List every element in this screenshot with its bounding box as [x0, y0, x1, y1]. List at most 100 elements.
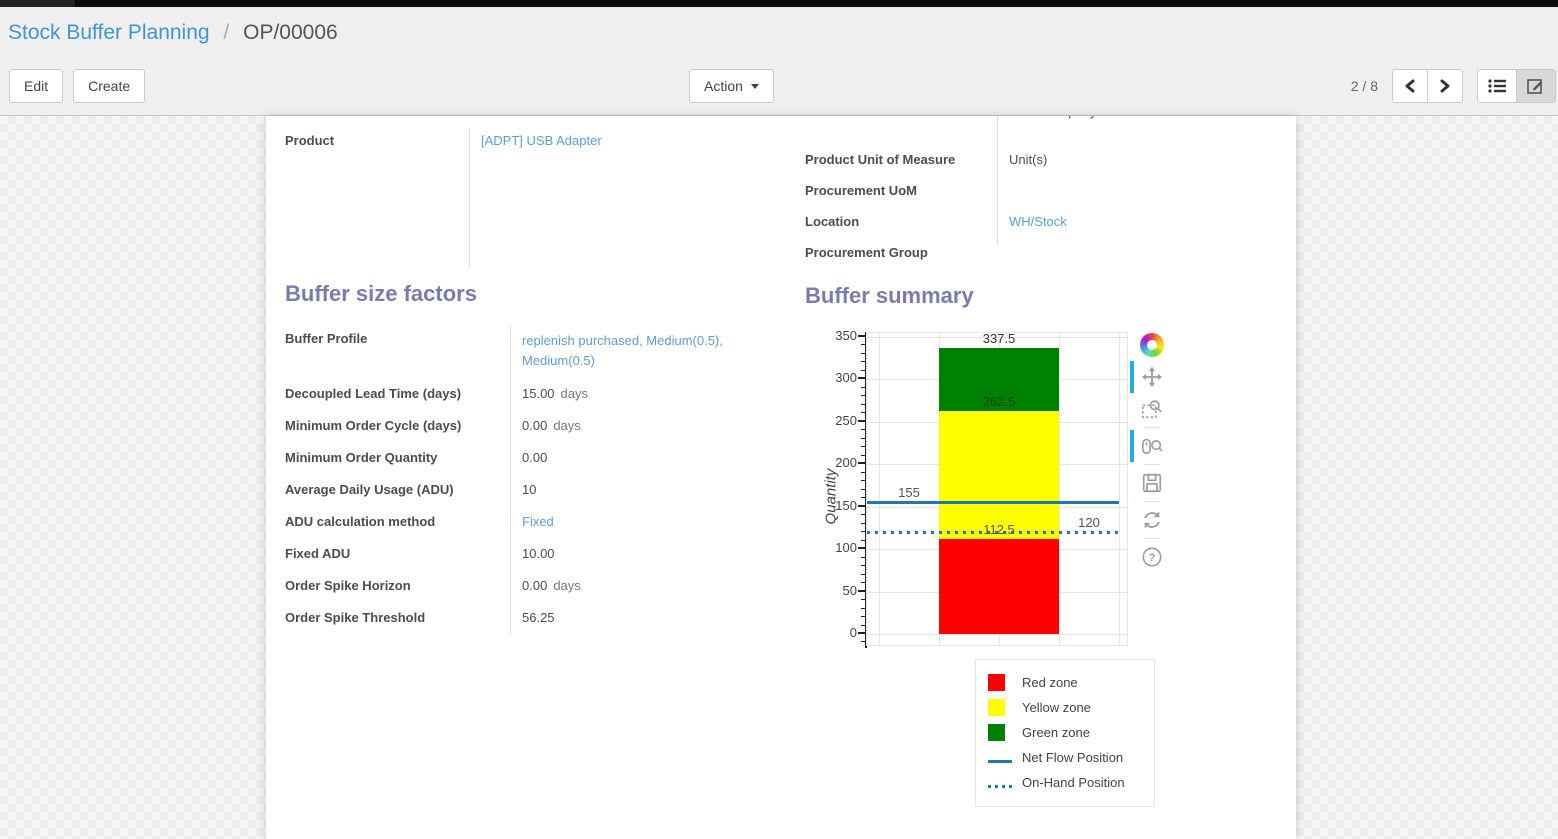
chart-plot-area: 337.5 262.5 155 112.5 120 — [866, 331, 1128, 646]
legend-label: On-Hand Position — [1022, 775, 1125, 790]
clipped-company-value: Main Company — [1009, 116, 1096, 119]
breadcrumb-separator: / — [223, 21, 230, 44]
buffer-profile-link[interactable]: replenish purchased, Medium(0.5), Medium… — [522, 333, 723, 369]
toolbar-separator — [1144, 538, 1160, 539]
pager-count: 2 / 8 — [1350, 78, 1378, 94]
toolbar-separator — [1144, 464, 1160, 465]
field-row-clipped: Main Company — [805, 116, 1285, 147]
field-group-left: Product [ADPT] USB Adapter — [285, 128, 775, 267]
field-label: Average Daily Usage (ADU) — [285, 482, 454, 497]
create-button[interactable]: Create — [73, 69, 146, 103]
field-value: 0.00 — [522, 418, 548, 433]
action-dropdown-button[interactable]: Action — [689, 69, 774, 103]
form-view-button[interactable] — [1517, 69, 1556, 103]
breadcrumb-parent-link[interactable]: Stock Buffer Planning — [8, 21, 210, 44]
field-row-spike-threshold: Order Spike Threshold 56.25 — [285, 605, 785, 637]
help-tool-icon[interactable]: ? — [1139, 544, 1165, 570]
pan-tool-icon[interactable] — [1130, 361, 1165, 393]
action-label: Action — [704, 78, 743, 94]
field-value: 10.00 — [522, 546, 555, 561]
product-link[interactable]: [ADPT] USB Adapter — [481, 133, 602, 148]
legend-label: Green zone — [1022, 725, 1090, 740]
field-row-procurement-uom: Procurement UoM — [805, 178, 1285, 209]
field-label: Order Spike Horizon — [285, 578, 411, 593]
field-value: 0.00 — [522, 578, 548, 593]
field-label: Fixed ADU — [285, 546, 351, 561]
field-value — [997, 240, 1009, 271]
edit-button[interactable]: Edit — [9, 69, 64, 103]
pager-next-button[interactable] — [1428, 69, 1463, 103]
field-label: ADU calculation method — [285, 514, 436, 529]
pager-previous-button[interactable] — [1392, 69, 1428, 103]
top-menu-stub — [0, 0, 76, 7]
field-group-factors: Buffer Profile replenish purchased, Medi… — [285, 326, 785, 637]
save-tool-icon[interactable] — [1139, 470, 1165, 496]
field-label: Product — [285, 133, 335, 148]
content-background: Product [ADPT] USB Adapter Main Company … — [0, 116, 1558, 839]
pager: 2 / 8 — [1351, 69, 1556, 103]
legend-item-green-zone: Green zone — [988, 720, 1142, 745]
svg-text:?: ? — [1149, 552, 1156, 564]
field-value: Unit(s) — [1009, 152, 1048, 167]
field-value: 56.25 — [522, 610, 555, 625]
adu-method-link[interactable]: Fixed — [522, 514, 554, 529]
pager-nav — [1392, 69, 1463, 103]
green-zone-swatch — [988, 724, 1012, 741]
reset-tool-icon[interactable] — [1139, 507, 1165, 533]
chart-legend: Red zone Yellow zone Green zone Net Flow… — [975, 659, 1155, 807]
breadcrumb-current: OP/00006 — [243, 21, 338, 44]
field-value: 10 — [522, 482, 537, 497]
buffer-summary-chart: Quantity 0 50 100 150 200 250 300 350 337.5 262.… — [805, 325, 1275, 665]
field-row-dlt: Decoupled Lead Time (days) 15.00 days — [285, 381, 785, 413]
field-row-moc: Minimum Order Cycle (days) 0.00 days — [285, 413, 785, 445]
group-separator — [469, 128, 470, 267]
field-row-buffer-profile: Buffer Profile replenish purchased, Medi… — [285, 326, 785, 381]
legend-label: Red zone — [1022, 675, 1078, 690]
field-label: Minimum Order Quantity — [285, 450, 438, 465]
yellow-zone-swatch — [988, 699, 1012, 716]
wheel-zoom-tool-icon[interactable] — [1130, 430, 1165, 462]
bokeh-logo-icon[interactable] — [1139, 332, 1165, 358]
field-unit: days — [560, 386, 589, 401]
field-value: 0.00 — [522, 450, 548, 465]
red-zone-swatch — [988, 674, 1012, 691]
chevron-left-icon — [1405, 79, 1415, 93]
location-link[interactable]: WH/Stock — [1009, 214, 1067, 229]
breadcrumb: Stock Buffer Planning / OP/00006 — [8, 21, 338, 45]
field-row-product: Product [ADPT] USB Adapter — [285, 128, 775, 148]
field-row-spike-horizon: Order Spike Horizon 0.00 days — [285, 573, 785, 605]
y-axis-label: Quantity — [822, 468, 840, 525]
group-separator — [997, 116, 998, 246]
box-zoom-tool-icon[interactable] — [1139, 396, 1165, 422]
chevron-right-icon — [1440, 79, 1450, 93]
field-label: Order Spike Threshold — [285, 610, 426, 625]
field-row-adu-method: ADU calculation method Fixed — [285, 509, 785, 541]
legend-item-on-hand: On-Hand Position — [988, 770, 1142, 795]
field-label: Minimum Order Cycle (days) — [285, 418, 462, 433]
field-label: Buffer Profile — [285, 331, 368, 346]
form-sheet: Product [ADPT] USB Adapter Main Company … — [266, 116, 1296, 839]
net-flow-line-swatch — [988, 753, 1012, 763]
view-switcher — [1477, 69, 1556, 103]
legend-label: Yellow zone — [1022, 700, 1091, 715]
field-unit: days — [553, 418, 581, 433]
on-hand-line-swatch — [988, 778, 1012, 788]
field-value — [997, 178, 1009, 209]
field-unit: days — [553, 578, 581, 593]
field-label: Decoupled Lead Time (days) — [285, 386, 462, 401]
field-label: Procurement Group — [805, 245, 928, 260]
chart-toolbar: ? — [1130, 329, 1169, 573]
buffer-size-factors-heading: Buffer size factors — [285, 281, 477, 306]
toolbar-separator — [1144, 501, 1160, 502]
field-value: 15.00 — [522, 386, 555, 401]
buffer-summary-heading: Buffer summary — [805, 283, 974, 308]
list-view-button[interactable] — [1477, 69, 1517, 103]
field-row-location: Location WH/Stock — [805, 209, 1285, 240]
toolbar-separator — [1144, 427, 1160, 428]
field-row-uom: Product Unit of Measure Unit(s) — [805, 147, 1285, 178]
chevron-down-icon — [750, 83, 759, 89]
top-menu-bar — [0, 0, 1558, 7]
list-view-icon — [1488, 79, 1506, 93]
legend-item-red-zone: Red zone — [988, 670, 1142, 695]
